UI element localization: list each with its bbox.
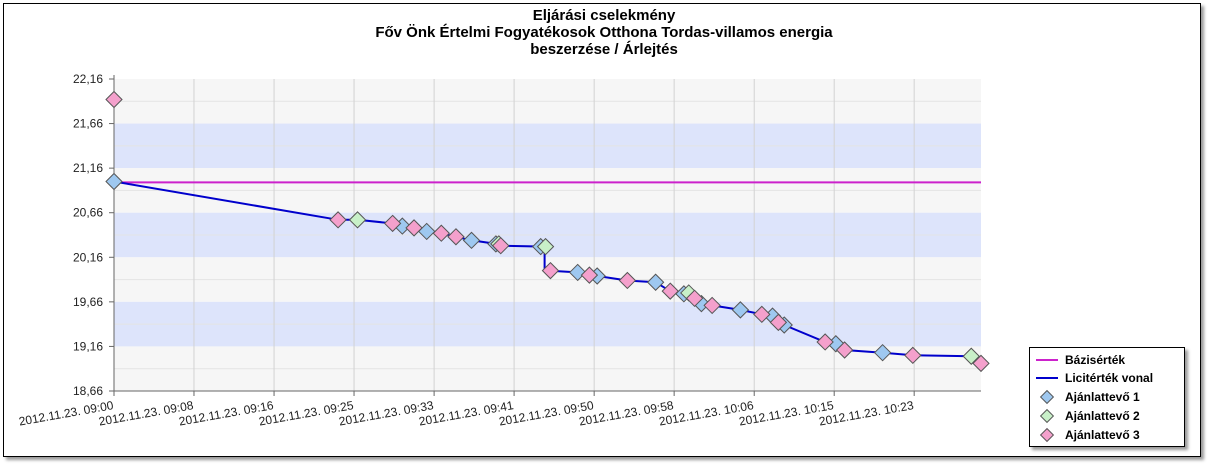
- legend-item-base: Bázisérték: [1036, 352, 1125, 368]
- y-tick-label: 21,66: [73, 117, 103, 131]
- bidder-1-marker: [105, 172, 123, 191]
- bidder-3-marker: [618, 271, 637, 290]
- legend-swatch-bidder-1: [1039, 389, 1055, 405]
- bidder-1-marker: [873, 343, 892, 362]
- bidder-1-marker: [568, 263, 587, 282]
- legend-label-bidder-2: Ajánlattevő 2: [1065, 409, 1140, 423]
- y-tick-label: 19,66: [73, 295, 103, 309]
- y-tick-label: 18,66: [73, 384, 103, 398]
- bidder-3-marker: [661, 282, 679, 300]
- legend-label-bid-line: Licitérték vonal: [1065, 371, 1154, 385]
- bidder-3-marker: [329, 211, 347, 229]
- bidder-3-marker: [541, 261, 560, 280]
- bidder-1-marker: [731, 301, 750, 319]
- bidder-3-marker: [685, 289, 704, 307]
- title-line-2: Főv Önk Értelmi Fogyatékosok Otthona Tor…: [375, 24, 833, 41]
- legend-item-bidder-2: Ajánlattevő 2: [1036, 408, 1140, 424]
- bidder-3-marker: [703, 296, 721, 315]
- bidder-3-marker: [972, 354, 990, 373]
- y-tick-label: 20,16: [73, 250, 103, 264]
- legend-label-bidder-3: Ajánlattevő 3: [1065, 428, 1140, 442]
- bidder-1-marker: [646, 273, 665, 291]
- bidder-3-marker: [405, 219, 423, 237]
- bidder-3-marker: [492, 236, 510, 255]
- legend-item-bidder-1: Ajánlattevő 1: [1036, 389, 1140, 405]
- bidder-3-marker: [447, 228, 465, 246]
- legend-item-bid-line: Licitérték vonal: [1036, 370, 1153, 386]
- bidder-3-marker: [769, 313, 788, 332]
- title-line-3: beszerzése / Árlejtés: [530, 41, 678, 58]
- bidder-3-marker: [835, 341, 854, 359]
- legend: Bázisérték Licitérték vonal Ajánlattevő …: [1029, 347, 1185, 447]
- legend-swatch-bid-line: [1036, 377, 1058, 379]
- bidder-3-marker: [753, 305, 771, 324]
- legend-swatch-base: [1036, 359, 1058, 361]
- legend-label-bidder-1: Ajánlattevő 1: [1065, 390, 1140, 404]
- bidder-2-marker: [962, 347, 980, 365]
- bidder-2-marker: [536, 237, 555, 256]
- legend-swatch-bidder-2: [1039, 408, 1055, 424]
- y-tick-label: 19,16: [73, 339, 103, 353]
- bidder-2-marker: [348, 211, 367, 229]
- y-tick-label: 22,16: [73, 72, 103, 86]
- bidder-3-marker: [816, 333, 834, 351]
- legend-item-bidder-3: Ajánlattevő 3: [1036, 427, 1140, 443]
- bidder-3-marker: [580, 266, 599, 284]
- chart-title: Eljárási cselekmény Főv Önk Értelmi Fogy…: [0, 7, 1208, 58]
- legend-swatch-bidder-3: [1039, 427, 1055, 443]
- bidder-1-marker: [462, 231, 481, 250]
- bidder-3-marker: [432, 224, 451, 242]
- y-tick-label: 20,66: [73, 206, 103, 220]
- bidder-3-marker: [904, 346, 922, 365]
- bidder-3-marker: [105, 90, 123, 109]
- y-tick-label: 21,16: [73, 161, 103, 175]
- legend-label-base: Bázisérték: [1065, 353, 1126, 367]
- bidder-3-marker: [383, 214, 402, 233]
- title-line-1: Eljárási cselekmény: [532, 7, 676, 24]
